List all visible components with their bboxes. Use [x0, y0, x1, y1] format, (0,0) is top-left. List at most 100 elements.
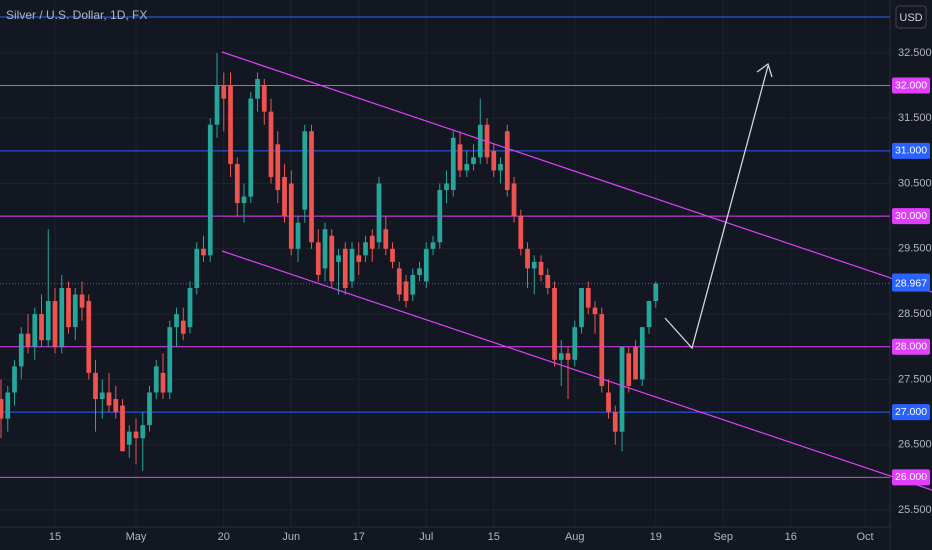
candle-body — [599, 314, 605, 386]
candle-body — [504, 131, 510, 191]
candle-body — [268, 111, 274, 177]
candle-body — [552, 287, 557, 360]
candle-body — [646, 301, 652, 328]
candle-body — [241, 196, 247, 204]
candle-body — [214, 85, 220, 125]
x-tick-label: May — [126, 531, 147, 543]
candle-body — [248, 98, 254, 197]
candle-body — [491, 150, 497, 171]
x-tick-label: Aug — [565, 531, 585, 543]
candle-body — [653, 283, 659, 302]
candle-body — [396, 268, 402, 295]
currency-box[interactable] — [895, 5, 927, 29]
level-label: 27.000 — [895, 406, 927, 418]
x-tick-label: Oct — [856, 531, 873, 543]
candle-body — [120, 405, 125, 452]
candle-body — [639, 327, 645, 380]
candle-body — [471, 157, 476, 164]
level-label: 32.000 — [895, 79, 927, 91]
candle-body — [113, 399, 119, 413]
y-tick-label: 28.500 — [898, 308, 932, 320]
candle-body — [207, 124, 213, 256]
candle-body — [59, 287, 65, 347]
candle-body — [619, 346, 625, 432]
level-label-bg — [892, 469, 930, 486]
candle-body — [167, 327, 173, 393]
candle-body — [511, 183, 517, 217]
candle-body — [565, 353, 571, 360]
candle-body — [376, 183, 382, 243]
x-tick-label: 19 — [650, 531, 662, 543]
candle-body — [160, 372, 166, 393]
candle-body — [444, 183, 449, 191]
candle-body — [228, 85, 233, 164]
candle-body — [336, 255, 341, 262]
candle-body — [356, 255, 362, 262]
x-tick-label: Jun — [282, 531, 300, 543]
level-label: 30.000 — [895, 210, 927, 222]
candle-body — [626, 353, 632, 386]
candle-body — [518, 216, 524, 249]
candle-body — [612, 412, 618, 432]
candle-body — [288, 183, 294, 249]
candle-body — [180, 320, 186, 334]
candle-body — [187, 287, 193, 328]
candle-body — [45, 301, 51, 341]
candle-body — [477, 124, 483, 158]
candle-body — [18, 333, 24, 367]
candle-body — [363, 242, 368, 256]
candle-body — [498, 163, 503, 171]
level-label-bg — [892, 208, 930, 225]
level-label-bg — [892, 77, 930, 94]
arrow-head — [756, 62, 773, 78]
candle-body — [0, 399, 4, 419]
candle-body — [410, 274, 416, 295]
candle-body — [390, 248, 395, 262]
candle-body — [282, 176, 287, 217]
level-label-bg — [892, 275, 930, 292]
candle-body — [579, 287, 584, 328]
candle-body — [194, 248, 200, 288]
x-tick-label: 20 — [218, 531, 230, 543]
x-tick-label: Jul — [419, 531, 433, 543]
trend-line — [221, 250, 932, 491]
x-tick-label: 16 — [785, 531, 797, 543]
candle-body — [86, 301, 92, 373]
candle-body — [221, 85, 227, 99]
candle-body — [423, 248, 429, 282]
x-tick-label: 17 — [353, 531, 365, 543]
currency[interactable]: USD — [899, 12, 922, 24]
candle-body — [437, 190, 443, 243]
candle-body — [147, 392, 152, 426]
candle-body — [369, 235, 375, 249]
candle-body — [329, 235, 335, 282]
candle-body — [174, 314, 179, 328]
candle-body — [153, 366, 159, 393]
candle-body — [133, 431, 139, 439]
candle-body — [261, 85, 267, 112]
candle-body — [457, 144, 463, 171]
y-tick-label: 30.500 — [898, 177, 932, 189]
candle-body — [99, 392, 105, 400]
candle-body — [255, 79, 260, 99]
candle-body — [79, 294, 85, 308]
candle-body — [106, 392, 112, 406]
candle-body — [538, 261, 544, 275]
candle-body — [606, 392, 611, 413]
candle-body — [302, 131, 308, 210]
candle-body — [592, 307, 598, 315]
candle-body — [525, 248, 530, 269]
x-tick-label: 15 — [49, 531, 61, 543]
candle-body — [558, 353, 564, 360]
level-label: 28.000 — [895, 341, 927, 353]
candle-body — [572, 327, 578, 360]
candle-body — [450, 137, 456, 191]
trend-line — [221, 51, 932, 293]
candle-body — [430, 242, 436, 249]
candle-body — [322, 229, 328, 269]
y-tick-label: 31.500 — [898, 112, 932, 124]
level-label: 31.000 — [895, 145, 927, 157]
candle-body — [93, 372, 98, 400]
marks — [0, 0, 890, 527]
